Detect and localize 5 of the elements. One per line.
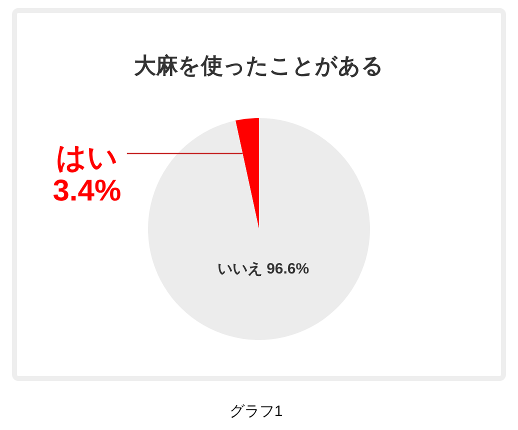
chart-title: 大麻を使ったことがある <box>134 53 384 78</box>
data-label: 3.4% <box>52 174 122 208</box>
text: グラフ1 <box>229 403 283 420</box>
slice-label: はい <box>56 142 118 175</box>
slice-label: いいえ 96.6% <box>217 260 310 278</box>
